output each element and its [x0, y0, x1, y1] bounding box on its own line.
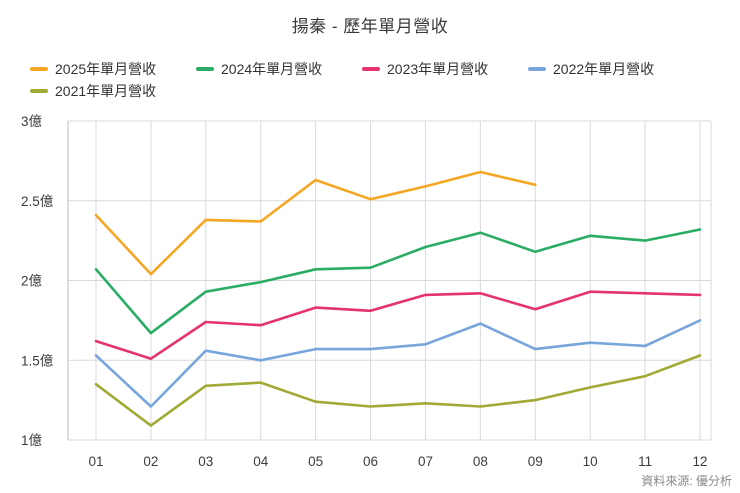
legend-marker-icon: [196, 67, 214, 71]
x-axis-tick-label: 05: [308, 454, 323, 469]
legend-label: 2025年單月營收: [55, 61, 157, 77]
x-axis-tick-label: 03: [198, 454, 213, 469]
series-line-1: [94, 228, 702, 335]
x-axis-tick-label: 07: [418, 454, 433, 469]
series-line-4: [94, 354, 702, 427]
legend-marker-icon: [528, 67, 546, 71]
legend: 2025年單月營收 2024年單月營收 2023年單月營收 2022年單月營收 2021…: [30, 58, 720, 102]
y-axis-tick-label: 1.5億: [21, 353, 54, 368]
x-axis-tick-label: 08: [473, 454, 488, 469]
legend-marker-icon: [30, 89, 48, 93]
series-line-2: [94, 290, 702, 360]
page-title: 揚秦 - 歷年單月營收: [291, 17, 449, 36]
legend-marker-icon: [30, 67, 48, 71]
legend-item-3[interactable]: 2022年單月營收: [528, 58, 694, 80]
legend-label: 2023年單月營收: [387, 61, 489, 77]
x-axis-tick-label: 10: [583, 454, 598, 469]
x-axis-tick-label: 12: [692, 454, 707, 469]
data-source-label: 資料來源: 優分析: [641, 474, 732, 488]
legend-label: 2022年單月營收: [553, 61, 655, 77]
series-line-3: [94, 319, 702, 408]
legend-item-4[interactable]: 2021年單月營收: [30, 80, 196, 102]
y-axis-tick-label: 2.5億: [21, 194, 54, 209]
legend-label: 2021年單月營收: [55, 83, 157, 99]
y-axis-tick-label: 3億: [21, 114, 43, 129]
y-axis-tick-label: 1億: [21, 433, 43, 448]
x-axis-tick-label: 06: [363, 454, 378, 469]
x-axis-tick-label: 11: [638, 454, 652, 469]
series-line-0: [94, 170, 537, 276]
x-axis-tick-label: 04: [253, 454, 269, 469]
legend-marker-icon: [362, 67, 380, 71]
legend-label: 2024年單月營收: [221, 61, 323, 77]
chart-svg: 1億 1.5億 2億 2.5億 3億 01 02 03 04 05 06 07 08 09 10 11 12: [21, 114, 712, 469]
x-axis-tick-label: 01: [88, 454, 103, 469]
legend-item-2[interactable]: 2023年單月營收: [362, 58, 528, 80]
x-axis-tick-label: 02: [143, 454, 158, 469]
legend-item-1[interactable]: 2024年單月營收: [196, 58, 362, 80]
x-axis-tick-label: 09: [528, 454, 543, 469]
y-axis-tick-label: 2億: [21, 274, 43, 289]
legend-item-0[interactable]: 2025年單月營收: [30, 58, 196, 80]
